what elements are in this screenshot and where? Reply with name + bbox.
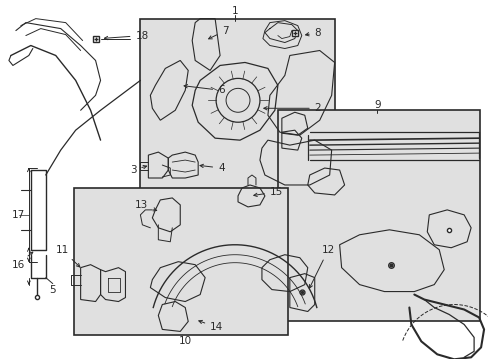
Text: 15: 15 [253, 187, 283, 197]
Text: 13: 13 [135, 200, 156, 211]
Text: 12: 12 [309, 245, 334, 288]
Text: 11: 11 [55, 245, 80, 267]
Text: 17: 17 [12, 210, 25, 220]
Text: 1: 1 [231, 6, 238, 15]
Bar [140, 19, 334, 195]
Text: 2: 2 [263, 103, 321, 113]
Text: 6: 6 [183, 85, 224, 95]
Text: 3: 3 [129, 165, 146, 175]
Text: 10: 10 [178, 336, 191, 346]
Text: 14: 14 [199, 320, 223, 332]
Text: 4: 4 [200, 163, 224, 173]
Text: 18: 18 [104, 31, 148, 41]
Bar [74, 188, 287, 336]
Text: 16: 16 [12, 260, 25, 270]
Text: 5: 5 [49, 284, 56, 294]
Text: 8: 8 [305, 28, 321, 37]
Bar [277, 110, 479, 321]
Text: 7: 7 [208, 26, 228, 39]
Text: 9: 9 [373, 100, 380, 110]
